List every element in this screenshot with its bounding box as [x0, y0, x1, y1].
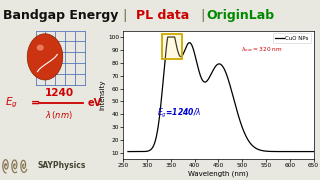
Text: |: |	[123, 9, 132, 22]
Text: $E_g$: $E_g$	[5, 96, 18, 110]
Text: PL data: PL data	[136, 9, 194, 22]
Y-axis label: Intensity: Intensity	[100, 80, 106, 110]
Text: $\lambda_{exc}$= 320 nm: $\lambda_{exc}$= 320 nm	[241, 45, 283, 54]
Text: eV: eV	[88, 98, 102, 108]
Text: SAYPhysics: SAYPhysics	[38, 161, 86, 170]
Text: 1240: 1240	[44, 88, 74, 98]
Circle shape	[27, 34, 63, 80]
Text: $\lambda\,(nm)$: $\lambda\,(nm)$	[45, 109, 73, 121]
Bar	[162, 34, 182, 59]
Legend: CuO NPs: CuO NPs	[273, 33, 311, 43]
Text: Bandgap Energy: Bandgap Energy	[3, 9, 123, 22]
Text: =: =	[31, 98, 40, 108]
Text: $E_g$=1240/$\lambda$: $E_g$=1240/$\lambda$	[157, 106, 202, 120]
Text: |: |	[200, 9, 204, 22]
Text: OriginLab: OriginLab	[206, 9, 275, 22]
X-axis label: Wavelength (nm): Wavelength (nm)	[188, 171, 249, 177]
Ellipse shape	[37, 45, 44, 51]
